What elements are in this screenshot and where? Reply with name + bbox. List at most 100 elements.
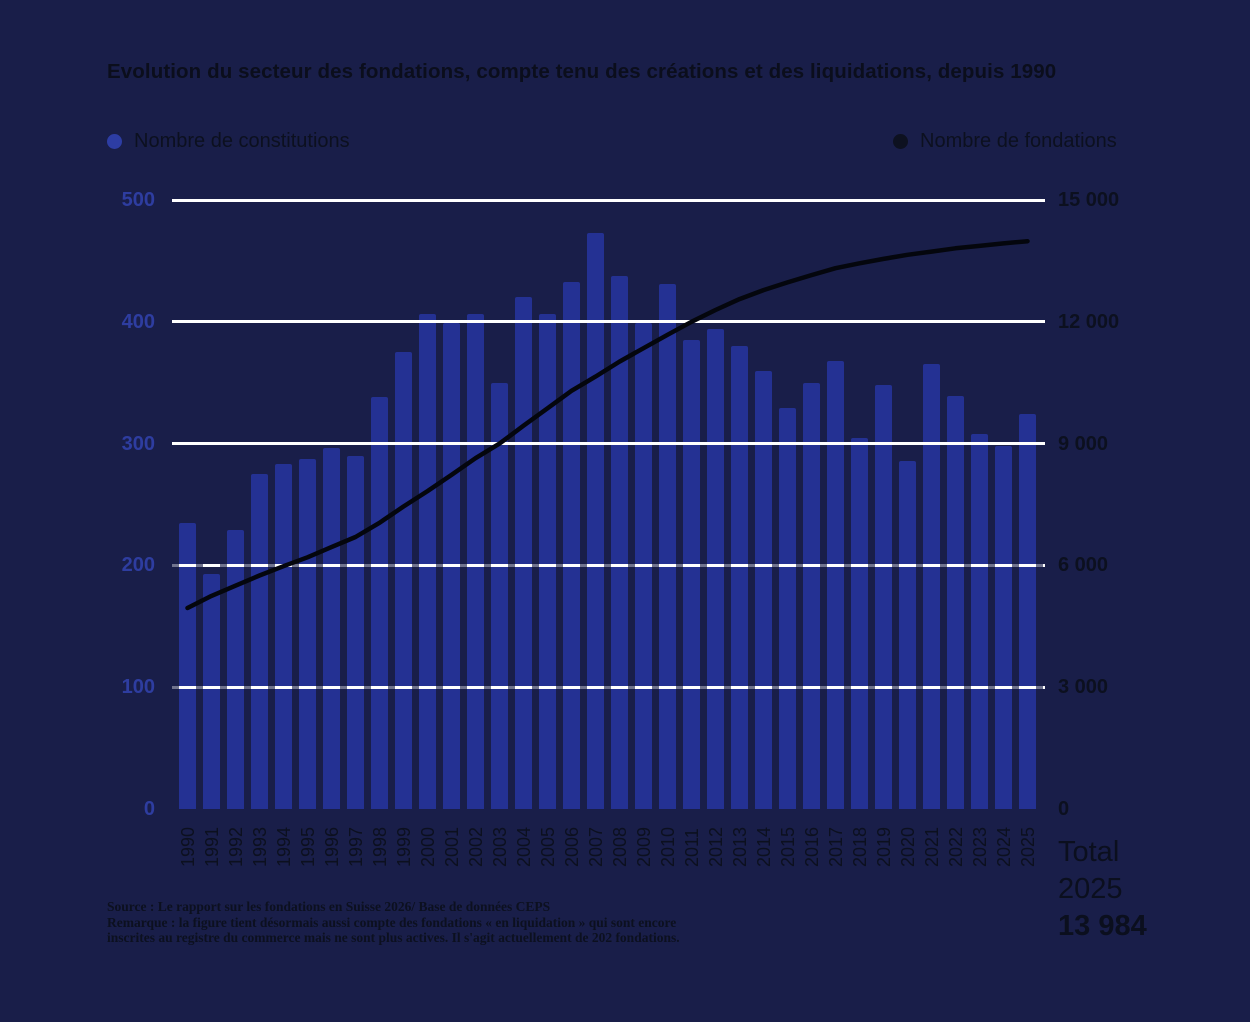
- x-label-2020: 2020: [897, 826, 918, 867]
- bar-2000: [419, 314, 436, 809]
- y-right-label-3000: 3 000: [1058, 676, 1109, 699]
- remark-text: Remarque : la figure tient désormais aus…: [107, 914, 680, 946]
- x-label-2009: 2009: [633, 826, 654, 867]
- bar-2004: [515, 297, 532, 809]
- gridline-400: [172, 320, 1045, 324]
- chart-title: Evolution du secteur des fondations, com…: [107, 60, 1057, 83]
- bar-1997: [347, 455, 364, 809]
- x-label-2012: 2012: [705, 826, 726, 867]
- bar-1991: [203, 573, 220, 809]
- x-label-2016: 2016: [801, 826, 822, 867]
- bar-1993: [251, 474, 268, 809]
- bar-2013: [731, 346, 748, 809]
- x-label-2013: 2013: [729, 826, 750, 867]
- x-label-2002: 2002: [465, 826, 486, 867]
- bar-1994: [275, 464, 292, 809]
- y-left-label-200: 200: [121, 554, 155, 577]
- bar-1998: [371, 397, 388, 809]
- x-label-1999: 1999: [393, 826, 414, 867]
- y-right-label-6000: 6 000: [1058, 554, 1109, 577]
- gridline-100: [172, 685, 1045, 689]
- x-label-1994: 1994: [273, 826, 294, 867]
- bar-2025: [1019, 414, 1036, 809]
- x-label-2024: 2024: [993, 826, 1014, 867]
- bar-2012: [707, 329, 724, 809]
- x-label-1993: 1993: [249, 826, 270, 867]
- y-right-label-9000: 9 000: [1058, 432, 1109, 455]
- bar-1995: [299, 459, 316, 809]
- x-label-2023: 2023: [969, 826, 990, 867]
- constitutions-dot-icon: [107, 134, 122, 149]
- x-label-2010: 2010: [657, 826, 678, 867]
- footer-notes: Source : Le rapport sur les fondations e…: [107, 899, 701, 946]
- gridline-300: [172, 442, 1045, 446]
- bar-2005: [539, 314, 556, 809]
- bar-2019: [875, 385, 892, 809]
- bar-2023: [971, 433, 988, 809]
- x-label-2015: 2015: [777, 826, 798, 867]
- bar-2018: [851, 437, 868, 809]
- bar-2014: [755, 370, 772, 809]
- bar-2007: [587, 232, 604, 809]
- bar-1992: [227, 530, 244, 809]
- x-label-2021: 2021: [921, 826, 942, 867]
- total-year: 2025: [1058, 873, 1123, 905]
- bar-2017: [827, 360, 844, 809]
- x-label-2005: 2005: [537, 826, 558, 867]
- y-right-label-0: 0: [1058, 798, 1070, 820]
- bar-2003: [491, 382, 508, 809]
- x-label-2001: 2001: [441, 826, 462, 867]
- y-left-label-400: 400: [121, 310, 155, 333]
- x-label-1996: 1996: [321, 826, 342, 867]
- bar-2015: [779, 408, 796, 809]
- total-annotation: Total 2025 13 984: [1058, 834, 1147, 945]
- bar-2010: [659, 284, 676, 809]
- bar-2016: [803, 382, 820, 809]
- x-label-2011: 2011: [681, 828, 702, 867]
- x-label-1991: 1991: [201, 826, 222, 867]
- bar-2020: [899, 460, 916, 809]
- x-label-2019: 2019: [873, 826, 894, 867]
- x-label-2018: 2018: [849, 826, 870, 867]
- y-left-label-500: 500: [121, 189, 155, 211]
- y-right-label-15000: 15 000: [1058, 189, 1120, 211]
- y-left-label-0: 0: [143, 798, 155, 820]
- total-title: Total: [1058, 836, 1120, 868]
- bar-1996: [323, 448, 340, 809]
- x-label-2014: 2014: [753, 826, 774, 867]
- fondations-dot-icon: [893, 134, 908, 149]
- bar-2022: [947, 396, 964, 809]
- x-label-2022: 2022: [945, 826, 966, 867]
- bar-2008: [611, 275, 628, 809]
- x-label-2017: 2017: [825, 826, 846, 867]
- bar-1999: [395, 352, 412, 809]
- gridline-200: [172, 563, 1045, 567]
- legend-fondations: Nombre de fondations: [893, 130, 1117, 153]
- gridline-500: [172, 198, 1045, 202]
- x-label-1995: 1995: [297, 826, 318, 867]
- legend-fondations-label: Nombre de fondations: [920, 130, 1117, 152]
- x-label-1997: 1997: [345, 826, 366, 867]
- legend-constitutions: Nombre de constitutions: [107, 130, 350, 153]
- x-label-1992: 1992: [225, 826, 246, 867]
- y-left-label-300: 300: [121, 432, 155, 455]
- x-label-2008: 2008: [609, 826, 630, 867]
- source-text: Source : Le rapport sur les fondations e…: [107, 899, 551, 914]
- total-value: 13 984: [1058, 910, 1147, 942]
- y-left-label-100: 100: [121, 676, 155, 699]
- bar-2024: [995, 446, 1012, 809]
- x-label-2000: 2000: [417, 826, 438, 867]
- x-label-1990: 1990: [177, 826, 198, 867]
- x-label-2006: 2006: [561, 826, 582, 867]
- bar-2002: [467, 314, 484, 809]
- bar-2021: [923, 364, 940, 809]
- x-label-2025: 2025: [1017, 826, 1038, 867]
- x-label-2003: 2003: [489, 826, 510, 867]
- x-label-2004: 2004: [513, 826, 534, 867]
- y-right-label-12000: 12 000: [1058, 310, 1120, 333]
- bar-2006: [563, 281, 580, 809]
- x-label-2007: 2007: [585, 826, 606, 867]
- bar-2011: [683, 340, 700, 809]
- x-label-1998: 1998: [369, 826, 390, 867]
